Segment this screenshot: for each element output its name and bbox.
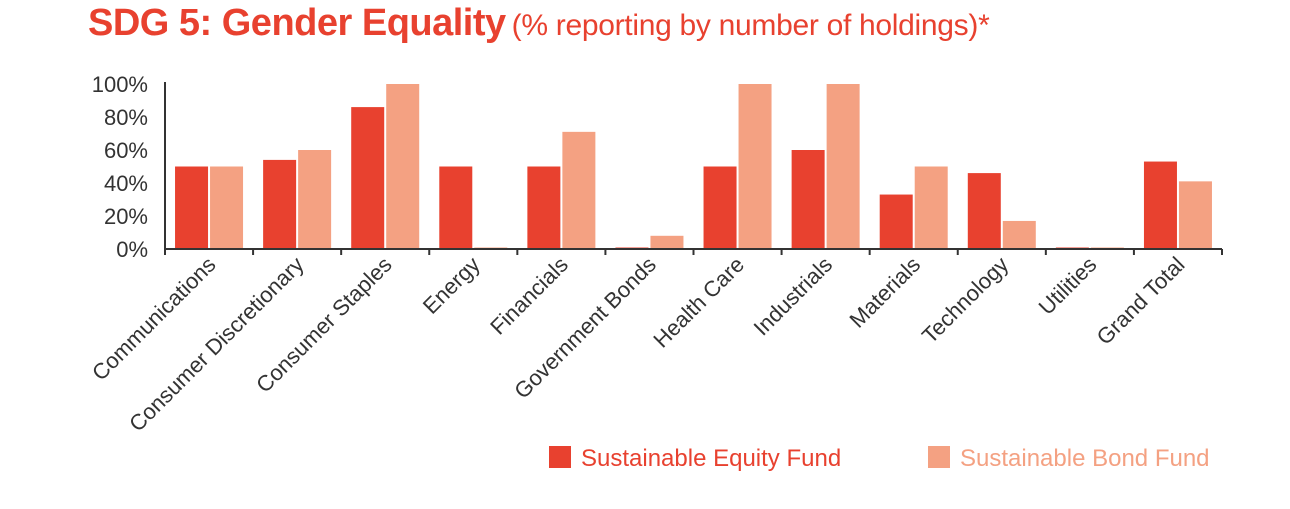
bar-equity-consumer-discretionary — [263, 159, 297, 249]
x-tick-label: Utilities — [1034, 252, 1102, 320]
bar-equity-technology — [967, 173, 1001, 249]
legend-swatch — [928, 446, 950, 468]
bar-bond-government-bonds — [650, 235, 684, 249]
x-tick-label: Industrials — [749, 252, 838, 341]
chart-title-block: SDG 5: Gender Equality (% reporting by nu… — [88, 2, 990, 45]
x-tick-label: Financials — [485, 252, 573, 340]
bar-bond-financials — [562, 131, 596, 249]
bar-equity-communications — [175, 166, 209, 249]
x-tick-label: Health Care — [648, 252, 749, 353]
y-tick-label: 80% — [104, 105, 148, 130]
bar-bond-consumer-discretionary — [298, 150, 332, 249]
bar-equity-health-care — [703, 166, 737, 249]
bar-equity-consumer-staples — [351, 107, 385, 249]
chart-subtitle: (% reporting by number of holdings)* — [511, 9, 990, 42]
bar-bond-communications — [210, 166, 244, 249]
bar-bond-consumer-staples — [386, 84, 420, 249]
bar-equity-energy — [439, 166, 473, 249]
bar-bond-industrials — [826, 84, 860, 249]
bar-bond-technology — [1002, 220, 1036, 249]
x-tick-label: Energy — [418, 252, 485, 319]
legend-label: Sustainable Equity Fund — [581, 445, 841, 472]
bar-equity-grand-total — [1143, 161, 1177, 249]
bar-equity-financials — [527, 166, 561, 249]
y-tick-label: 20% — [104, 204, 148, 229]
y-tick-label: 40% — [104, 171, 148, 196]
y-tick-label: 0% — [116, 237, 148, 262]
bars — [175, 84, 1212, 249]
legend-swatch — [549, 446, 571, 468]
x-tick-label: Grand Total — [1092, 252, 1190, 350]
y-axis-ticks: 100% 80% 60% 40% 20% 0% — [92, 72, 148, 262]
bar-equity-industrials — [791, 150, 825, 249]
bar-bond-materials — [914, 166, 948, 249]
y-tick-label: 60% — [104, 138, 148, 163]
legend-label: Sustainable Bond Fund — [960, 445, 1210, 472]
axes — [164, 82, 1223, 255]
bar-bond-grand-total — [1178, 181, 1212, 249]
bar-bond-health-care — [738, 84, 772, 249]
bar-equity-materials — [879, 194, 913, 249]
y-tick-label: 100% — [92, 72, 148, 97]
x-tick-label: Technology — [917, 252, 1013, 348]
legend: Sustainable Equity Fund Sustainable Bond … — [549, 445, 1210, 472]
chart-title: SDG 5: Gender Equality — [88, 2, 506, 44]
x-tick-label: Materials — [844, 252, 925, 333]
x-tick-label: Consumer Discretionary — [124, 252, 309, 437]
